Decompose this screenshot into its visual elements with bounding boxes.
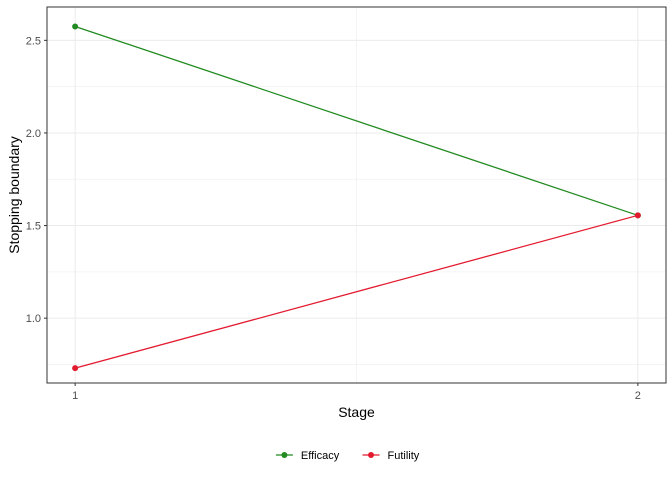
legend: Efficacy Futility (275, 450, 420, 462)
x-tick-label: 2 (635, 390, 641, 402)
series-line-futility (74, 214, 639, 369)
x-axis-title: Stage (338, 404, 375, 420)
y-axis-title: Stopping boundary (6, 136, 22, 254)
x-tick-label: 1 (72, 390, 78, 402)
y-tick-label: 1.0 (26, 313, 41, 325)
data-point-efficacy (72, 23, 79, 30)
y-tick-label: 1.5 (26, 221, 41, 233)
data-point-futility (634, 212, 641, 219)
legend-label-futility: Futility (388, 450, 420, 462)
series-lines (74, 25, 639, 369)
grid-major (47, 7, 666, 383)
legend-label-efficacy: Efficacy (301, 450, 340, 462)
data-point-futility (72, 365, 79, 372)
plot-panel-border (46, 6, 667, 384)
legend-key-point-futility (368, 452, 374, 458)
grid-minor (47, 7, 666, 383)
y-axis: 1.0 1.5 2.0 2.5 (26, 35, 47, 325)
y-tick-label: 2.5 (26, 35, 41, 47)
y-tick-label: 2.0 (26, 128, 41, 140)
series-line-efficacy (74, 25, 639, 216)
series-points (72, 23, 641, 372)
legend-key-point-efficacy (281, 452, 288, 458)
